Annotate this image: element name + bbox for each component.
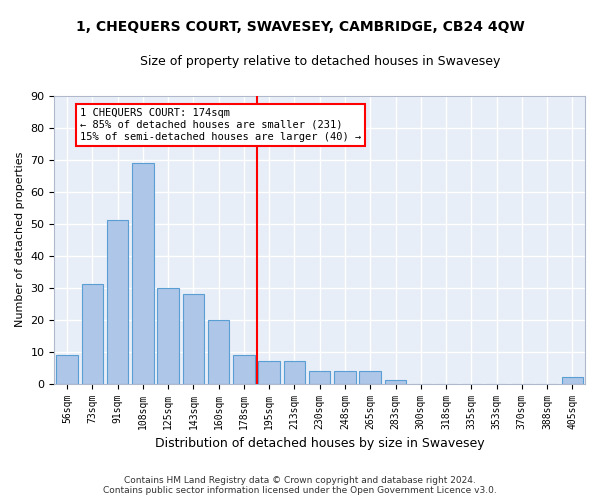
Bar xyxy=(385,380,406,384)
Bar xyxy=(309,371,331,384)
Bar xyxy=(182,294,204,384)
Bar xyxy=(132,163,154,384)
Text: Contains HM Land Registry data © Crown copyright and database right 2024.
Contai: Contains HM Land Registry data © Crown c… xyxy=(103,476,497,495)
Bar xyxy=(157,288,179,384)
Bar xyxy=(259,362,280,384)
Text: 1, CHEQUERS COURT, SWAVESEY, CAMBRIDGE, CB24 4QW: 1, CHEQUERS COURT, SWAVESEY, CAMBRIDGE, … xyxy=(76,20,524,34)
Bar xyxy=(56,355,78,384)
Bar xyxy=(82,284,103,384)
Bar xyxy=(284,362,305,384)
X-axis label: Distribution of detached houses by size in Swavesey: Distribution of detached houses by size … xyxy=(155,437,485,450)
Bar xyxy=(334,371,356,384)
Y-axis label: Number of detached properties: Number of detached properties xyxy=(15,152,25,328)
Bar xyxy=(562,378,583,384)
Bar xyxy=(359,371,381,384)
Title: Size of property relative to detached houses in Swavesey: Size of property relative to detached ho… xyxy=(140,55,500,68)
Bar xyxy=(208,320,229,384)
Text: 1 CHEQUERS COURT: 174sqm
← 85% of detached houses are smaller (231)
15% of semi-: 1 CHEQUERS COURT: 174sqm ← 85% of detach… xyxy=(80,108,361,142)
Bar xyxy=(233,355,254,384)
Bar xyxy=(107,220,128,384)
